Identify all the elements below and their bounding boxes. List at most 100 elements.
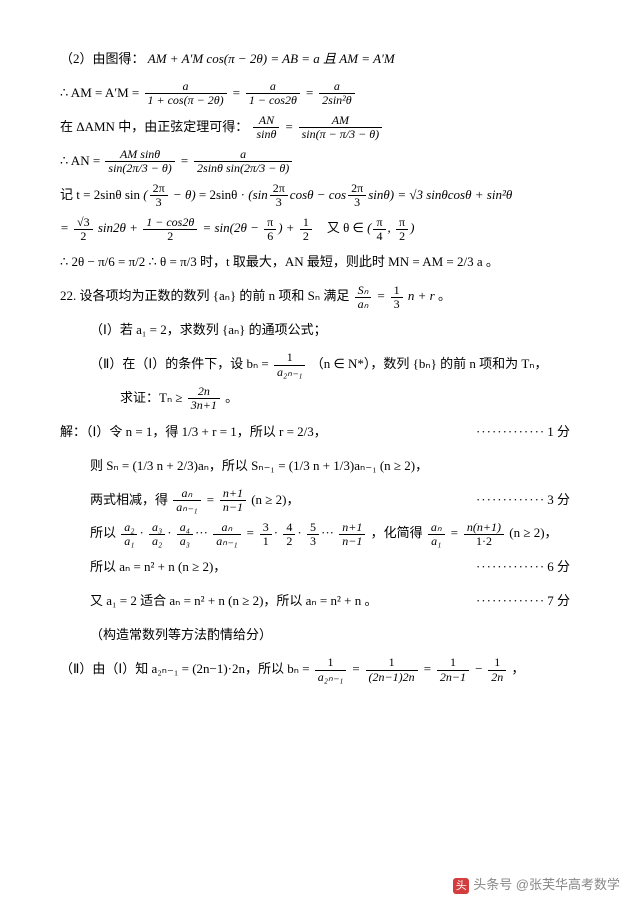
text — [317, 220, 324, 235]
sol-3: 两式相减，得 aₙaₙ₋₁ = n+1n−1 (n ≥ 2)， 3 分 — [60, 485, 590, 515]
eq-sign: = — [377, 288, 389, 303]
text: 所以 aₙ = n² + n (n ≥ 2)， — [90, 559, 226, 574]
frac: 42 — [283, 521, 295, 548]
eq-sign: = — [423, 661, 435, 676]
sol-8: （Ⅱ）由（Ⅰ）知 a₂ₙ₋₁ = (2n−1)·2n，所以 bₙ = 1a₂ₙ₋… — [60, 654, 590, 684]
text: 又 θ ∈ — [327, 220, 367, 235]
watermark-text: 头条号 @张芙华高考数学 — [473, 877, 620, 892]
score-1: 1 分 — [476, 417, 570, 447]
frac: a₃a₂ — [149, 521, 165, 548]
watermark-icon: 头 — [453, 878, 469, 894]
dot: · — [139, 525, 143, 540]
sol-7: （构造常数列等方法酌情给分） — [60, 620, 590, 650]
sol-5: 所以 aₙ = n² + n (n ≥ 2)， 6 分 — [60, 552, 590, 582]
text: 记 t = 2sinθ sin — [60, 187, 140, 202]
text: 求证：Tₙ ≥ — [120, 390, 186, 405]
text: sin2θ + — [98, 220, 141, 235]
dot: · — [167, 525, 171, 540]
eq-sign: = — [232, 85, 244, 100]
text: n + r — [408, 288, 435, 303]
frac: 53 — [307, 521, 319, 548]
period: 。 — [225, 390, 238, 405]
score-7: 7 分 — [476, 586, 570, 616]
frac: AMsin(π − π/3 − θ) — [299, 114, 382, 141]
frac: 1(2n−1)2n — [366, 656, 418, 683]
text: = sin(2θ − — [202, 220, 262, 235]
frac: a₄a₃ — [177, 521, 193, 548]
line-conclusion: ∴ 2θ − π/6 = π/2 ∴ θ = π/3 时，t 取最大，AN 最短… — [60, 247, 590, 277]
frac: a₂a₁ — [121, 521, 137, 548]
score-3: 3 分 — [476, 485, 570, 515]
frac: π4 — [373, 216, 385, 243]
document-page: （2）由图得： AM + A′M cos(π − 2θ) = AB = a 且 … — [0, 0, 640, 708]
q22-part1: （Ⅰ）若 a₁ = 2，求数列 {aₙ} 的通项公式； — [60, 315, 590, 345]
text: （构造常数列等方法酌情给分） — [90, 627, 272, 642]
text: 。 — [438, 288, 451, 303]
score-6: 6 分 — [476, 552, 570, 582]
watermark: 头头条号 @张芙华高考数学 — [453, 874, 620, 894]
frac: n+1n−1 — [339, 521, 365, 548]
text: 所以 — [90, 525, 119, 540]
comma: ， — [512, 661, 525, 676]
frac: aₙaₙ₋₁ — [173, 487, 200, 514]
frac: 1a₂ₙ₋₁ — [274, 351, 305, 378]
eq-sign: = — [352, 661, 364, 676]
text: （Ⅰ）若 a₁ = 2，求数列 {aₙ} 的通项公式； — [90, 322, 327, 337]
eq: AM + A′M cos(π − 2θ) = AB = a 且 AM = A′M — [148, 51, 395, 66]
frac: n+1n−1 — [220, 487, 246, 514]
line-sine-rule: 在 ΔAMN 中，由正弦定理可得： ANsinθ = AMsin(π − π/3… — [60, 112, 590, 142]
line-am: ∴ AM = A′M = a1 + cos(π − 2θ) = a1 − cos… — [60, 78, 590, 108]
text: （Ⅱ）由（Ⅰ）知 a₂ₙ₋₁ = (2n−1)·2n，所以 bₙ = — [60, 661, 313, 676]
eq-sign: = — [180, 153, 192, 168]
eq-sign: = — [246, 525, 258, 540]
paren: − θ) — [170, 187, 196, 202]
text: （Ⅱ）在（Ⅰ）的条件下，设 bₙ = — [90, 356, 272, 371]
text: （n ∈ N*），数列 {bₙ} 的前 n 项和为 Tₙ， — [311, 356, 548, 371]
text: 22. 设各项均为正数的数列 {aₙ} 的前 n 项和 Sₙ 满足 — [60, 288, 353, 303]
frac: aₙaₙ₋₁ — [213, 521, 240, 548]
frac: aₙa₁ — [428, 521, 445, 548]
minus: − — [474, 661, 486, 676]
eq-sign: = — [206, 492, 218, 507]
frac: a2sinθ sin(2π/3 − θ) — [194, 148, 292, 175]
frac: Sₙaₙ — [355, 284, 372, 311]
frac: 1a₂ₙ₋₁ — [315, 656, 346, 683]
frac: 12n — [488, 656, 506, 683]
text: 解：（Ⅰ）令 n = 1，得 1/3 + r = 1，所以 r = 2/3， — [60, 424, 327, 439]
frac: 2π3 — [150, 182, 168, 209]
paren: ( — [143, 187, 147, 202]
sol-2: 则 Sₙ = (1/3 n + 2/3)aₙ，所以 Sₙ₋₁ = (1/3 n … — [60, 451, 590, 481]
eq-sign: = — [305, 85, 317, 100]
frac: 2n3n+1 — [188, 385, 220, 412]
text: (n ≥ 2)， — [509, 525, 557, 540]
text: 又 a₁ = 2 适合 aₙ = n² + n (n ≥ 2)，所以 aₙ = … — [90, 593, 377, 608]
text: = √3 sinθcosθ + sin²θ — [397, 187, 512, 202]
line-t2: = √32 sin2θ + 1 − cos2θ2 = sin(2θ − π6) … — [60, 213, 590, 243]
dots: ··· — [195, 525, 208, 540]
line-t: 记 t = 2sinθ sin (2π3 − θ) = 2sinθ · (sin… — [60, 180, 590, 210]
line-an: ∴ AN = AM sinθsin(2π/3 − θ) = a2sinθ sin… — [60, 146, 590, 176]
dot: · — [297, 525, 301, 540]
text: ，化简得 — [371, 525, 426, 540]
frac: a1 + cos(π − 2θ) — [145, 80, 227, 107]
frac: 2π3 — [270, 182, 288, 209]
frac: ANsinθ — [253, 114, 279, 141]
text: ∴ AM = A′M = — [60, 85, 143, 100]
frac: 12n−1 — [437, 656, 469, 683]
text: ∴ AN = — [60, 153, 103, 168]
frac: 2π3 — [348, 182, 366, 209]
text: (n ≥ 2)， — [251, 492, 299, 507]
text: ∴ 2θ − π/6 = π/2 ∴ θ = π/3 时，t 取最大，AN 最短… — [60, 254, 499, 269]
frac: a2sin²θ — [319, 80, 355, 107]
paren: ) — [410, 220, 414, 235]
text: 两式相减，得 — [90, 492, 171, 507]
text: cosθ − cos — [290, 187, 346, 202]
comma: , — [388, 220, 395, 235]
frac: a1 − cos2θ — [246, 80, 300, 107]
sol-1: 解：（Ⅰ）令 n = 1，得 1/3 + r = 1，所以 r = 2/3， 1… — [60, 417, 590, 447]
text: （2）由图得： — [60, 51, 145, 66]
frac: π2 — [396, 216, 408, 243]
text: sinθ) — [368, 187, 394, 202]
frac: 31 — [260, 521, 272, 548]
frac: 13 — [391, 284, 403, 311]
